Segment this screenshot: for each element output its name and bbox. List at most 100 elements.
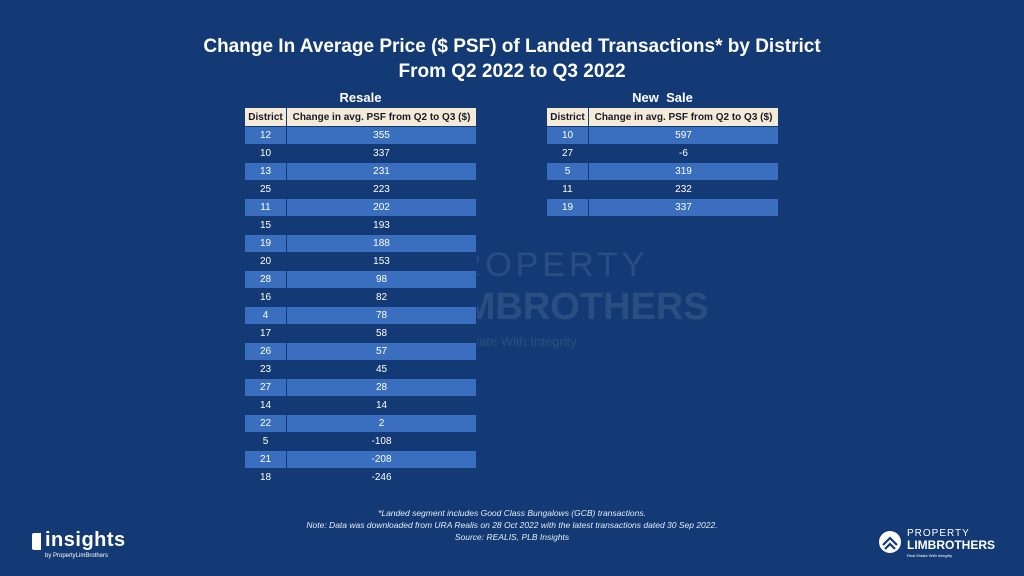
plb-line2: LIMBROTHERS xyxy=(907,538,995,552)
resale-cell-change: 14 xyxy=(286,396,477,415)
resale-table-row: 21 -208 xyxy=(244,450,477,469)
resale-table-row: 17 58 xyxy=(244,324,477,343)
resale-table-row: 4 78 xyxy=(244,306,477,325)
resale-cell-district: 15 xyxy=(244,216,287,235)
plb-emblem-icon xyxy=(879,531,901,553)
resale-cell-district: 13 xyxy=(244,162,287,181)
resale-cell-district: 12 xyxy=(244,126,287,145)
new-sale-table-block: New Sale District Change in avg. PSF fro… xyxy=(546,89,779,217)
resale-table-header-row: District Change in avg. PSF from Q2 to Q… xyxy=(244,107,477,127)
resale-cell-district: 14 xyxy=(244,396,287,415)
resale-cell-change: 82 xyxy=(286,288,477,307)
resale-cell-district: 4 xyxy=(244,306,287,325)
resale-table-caption: Resale xyxy=(339,90,382,105)
resale-table-row: 26 57 xyxy=(244,342,477,361)
resale-table-row: 22 2 xyxy=(244,414,477,433)
resale-table-block: Resale District Change in avg. PSF from … xyxy=(244,89,477,487)
new-sale-table-row: 10 597 xyxy=(546,126,779,145)
new-sale-table-row: 11 232 xyxy=(546,180,779,199)
resale-cell-change: 223 xyxy=(286,180,477,199)
plb-line1: PROPERTY xyxy=(907,528,970,539)
resale-table-row: 28 98 xyxy=(244,270,477,289)
resale-cell-district: 23 xyxy=(244,360,287,379)
resale-cell-district: 11 xyxy=(244,198,287,217)
resale-cell-change: 2 xyxy=(286,414,477,433)
chart-subtitle: From Q2 2022 to Q3 2022 xyxy=(398,61,626,82)
resale-cell-change: 57 xyxy=(286,342,477,361)
plb-line3: Real Estate With Integrity xyxy=(907,553,953,558)
resale-cell-change: 231 xyxy=(286,162,477,181)
new-sale-cell-change: -6 xyxy=(588,144,779,163)
resale-cell-change: 28 xyxy=(286,378,477,397)
resale-cell-change: 58 xyxy=(286,324,477,343)
insights-logo: insights by PropertyLimBrothers xyxy=(32,529,142,567)
resale-table-row: 13 231 xyxy=(244,162,477,181)
new-sale-cell-change: 232 xyxy=(588,180,779,199)
resale-table-row: 14 14 xyxy=(244,396,477,415)
resale-cell-change: 45 xyxy=(286,360,477,379)
new-sale-header-district: District xyxy=(546,107,589,127)
resale-cell-district: 25 xyxy=(244,180,287,199)
resale-cell-district: 21 xyxy=(244,450,287,469)
resale-table-row: 23 45 xyxy=(244,360,477,379)
resale-cell-change: 78 xyxy=(286,306,477,325)
resale-cell-change: -208 xyxy=(286,450,477,469)
resale-cell-district: 18 xyxy=(244,468,287,487)
new-sale-table-row: 19 337 xyxy=(546,198,779,217)
new-sale-cell-district: 11 xyxy=(546,180,589,199)
insights-mark-icon xyxy=(32,533,41,550)
resale-cell-district: 5 xyxy=(244,432,287,451)
resale-cell-change: 193 xyxy=(286,216,477,235)
resale-cell-district: 28 xyxy=(244,270,287,289)
resale-cell-change: -246 xyxy=(286,468,477,487)
insights-sub: by PropertyLimBrothers xyxy=(45,553,109,559)
new-sale-cell-district: 27 xyxy=(546,144,589,163)
resale-table-row: 18 -246 xyxy=(244,468,477,487)
new-sale-cell-change: 337 xyxy=(588,198,779,217)
new-sale-table-caption: New Sale xyxy=(632,90,693,105)
resale-cell-change: -108 xyxy=(286,432,477,451)
chart-title-block: Change In Average Price ($ PSF) of Lande… xyxy=(0,34,1024,84)
insights-word: insights xyxy=(45,529,126,551)
resale-cell-district: 22 xyxy=(244,414,287,433)
new-sale-table-header-row: District Change in avg. PSF from Q2 to Q… xyxy=(546,107,779,127)
footnotes: *Landed segment includes Good Class Bung… xyxy=(0,507,1024,543)
resale-cell-change: 188 xyxy=(286,234,477,253)
new-sale-table: District Change in avg. PSF from Q2 to Q… xyxy=(546,107,779,217)
plb-logo: PROPERTY LIMBROTHERS Real Estate With In… xyxy=(878,528,1008,560)
resale-cell-district: 16 xyxy=(244,288,287,307)
resale-cell-district: 17 xyxy=(244,324,287,343)
new-sale-table-row: 5 319 xyxy=(546,162,779,181)
resale-table-row: 16 82 xyxy=(244,288,477,307)
resale-cell-change: 98 xyxy=(286,270,477,289)
new-sale-cell-district: 10 xyxy=(546,126,589,145)
resale-table-row: 15 193 xyxy=(244,216,477,235)
footnote-source: Source: REALIS, PLB Insights xyxy=(454,532,570,542)
resale-header-change: Change in avg. PSF from Q2 to Q3 ($) xyxy=(286,107,477,127)
resale-table-row: 27 28 xyxy=(244,378,477,397)
resale-cell-district: 27 xyxy=(244,378,287,397)
new-sale-cell-district: 5 xyxy=(546,162,589,181)
footnote-landed: *Landed segment includes Good Class Bung… xyxy=(378,508,646,518)
resale-table-row: 5 -108 xyxy=(244,432,477,451)
resale-cell-district: 10 xyxy=(244,144,287,163)
resale-cell-change: 337 xyxy=(286,144,477,163)
footnote-data-note: Note: Data was downloaded from URA Reali… xyxy=(306,520,718,530)
resale-cell-change: 202 xyxy=(286,198,477,217)
new-sale-cell-change: 597 xyxy=(588,126,779,145)
resale-table-row: 11 202 xyxy=(244,198,477,217)
new-sale-header-change: Change in avg. PSF from Q2 to Q3 ($) xyxy=(588,107,779,127)
resale-cell-district: 19 xyxy=(244,234,287,253)
resale-table-row: 12 355 xyxy=(244,126,477,145)
new-sale-cell-change: 319 xyxy=(588,162,779,181)
resale-cell-change: 153 xyxy=(286,252,477,271)
new-sale-table-row: 27 -6 xyxy=(546,144,779,163)
resale-table-row: 20 153 xyxy=(244,252,477,271)
resale-table: District Change in avg. PSF from Q2 to Q… xyxy=(244,107,477,487)
resale-table-row: 10 337 xyxy=(244,144,477,163)
resale-cell-district: 26 xyxy=(244,342,287,361)
resale-cell-district: 20 xyxy=(244,252,287,271)
chart-title: Change In Average Price ($ PSF) of Lande… xyxy=(203,36,821,57)
resale-header-district: District xyxy=(244,107,287,127)
resale-cell-change: 355 xyxy=(286,126,477,145)
